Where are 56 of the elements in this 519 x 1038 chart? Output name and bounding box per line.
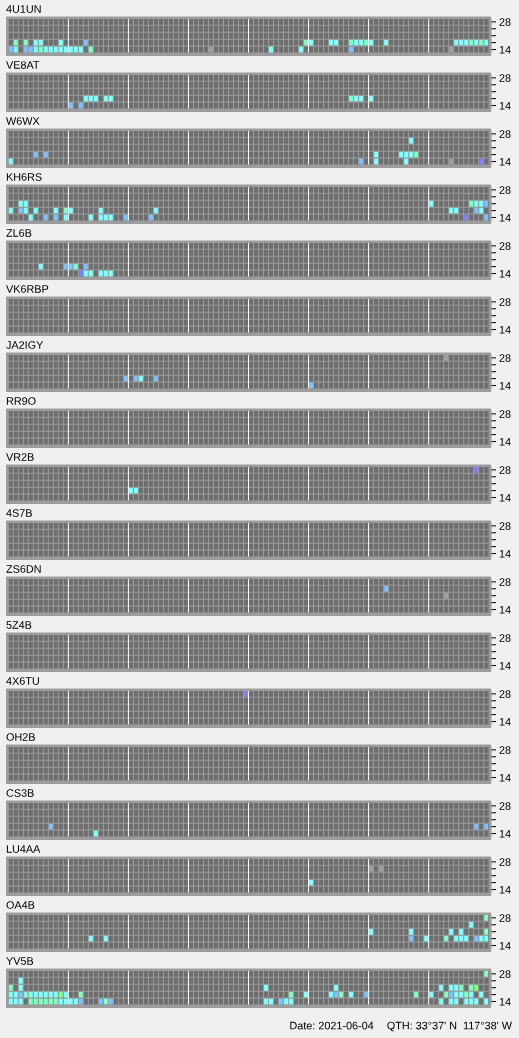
y-tick-label: 28 [499,858,511,866]
chart-title: LU4AA [6,845,41,853]
chart-title: VK6RBP [6,285,49,293]
chart-title: OH2B [6,733,35,741]
y-tick-label: 14 [499,270,511,278]
y-tick-label: 14 [499,662,511,670]
y-tick-label: 14 [499,550,511,558]
y-tick-label: 14 [499,326,511,334]
y-tick-label: 28 [499,914,511,922]
y-tick-label: 28 [499,298,511,306]
y-tick-label: 28 [499,970,511,978]
chart-title: CS3B [6,789,34,797]
y-tick-label: 28 [499,18,511,26]
y-tick-label: 14 [499,774,511,782]
chart-title: YV5B [6,957,34,965]
y-tick-label: 28 [499,74,511,82]
y-tick-label: 14 [499,382,511,390]
y-tick-label: 28 [499,634,511,642]
chart-title: 4S7B [6,509,32,517]
text: Date: 2021-06-04 [290,1021,374,1030]
y-tick-label: 14 [499,830,511,838]
y-tick-label: 28 [499,690,511,698]
chart-title: RR9O [6,397,36,405]
y-tick-label: 14 [499,494,511,502]
y-tick-label: 14 [499,886,511,894]
y-tick-label: 28 [499,354,511,362]
chart-title: W6WX [6,117,40,125]
chart-title: 4X6TU [6,677,39,685]
y-tick-label: 28 [499,186,511,194]
chart-title: VR2B [6,453,34,461]
y-tick-label: 14 [499,214,511,222]
chart-title: JA2IGY [6,341,44,349]
y-tick-label: 28 [499,242,511,250]
y-tick-label: 14 [499,718,511,726]
chart-title: 4U1UN [6,5,41,13]
y-tick-label: 28 [499,130,511,138]
y-tick-label: 28 [499,522,511,530]
y-tick-label: 14 [499,102,511,110]
y-tick-label: 28 [499,466,511,474]
y-tick-label: 14 [499,158,511,166]
chart-title: ZL6B [6,229,32,237]
y-tick-label: 14 [499,606,511,614]
chart-title: KH6RS [6,173,42,181]
y-tick-label: 14 [499,998,511,1006]
y-tick-label: 28 [499,746,511,754]
chart-title: VE8AT [6,61,40,69]
y-tick-label: 28 [499,410,511,418]
y-tick-label: 14 [499,438,511,446]
chart-title: OA4B [6,901,35,909]
chart-title: 5Z4B [6,621,32,629]
y-tick-label: 28 [499,802,511,810]
text: QTH: 33°37' N 117°38' W [387,1021,512,1032]
y-tick-label: 28 [499,578,511,586]
y-tick-label: 14 [499,942,511,950]
chart-title: ZS6DN [6,565,41,573]
y-tick-label: 14 [499,46,511,54]
